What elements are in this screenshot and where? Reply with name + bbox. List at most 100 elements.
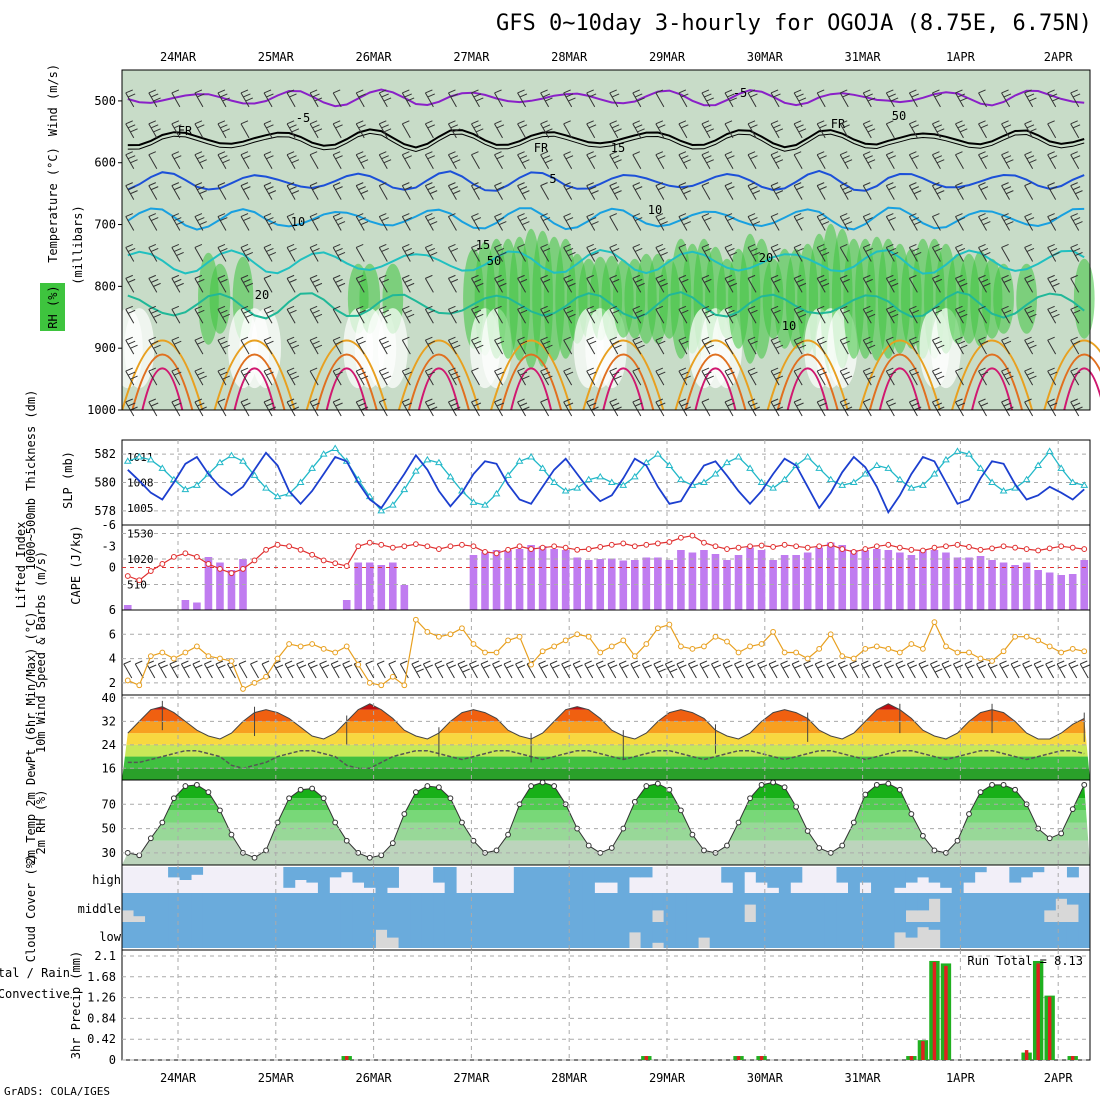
thickness-point (803, 453, 812, 460)
wind-barb-flag (937, 375, 945, 380)
wind-barb-flag (1001, 367, 1009, 372)
wind-barb (148, 370, 158, 386)
wind-barb-flag (494, 336, 502, 341)
cloud-bar (848, 867, 860, 893)
wind-barb-flag (816, 120, 825, 125)
rh2m-point (954, 837, 961, 844)
wind-barb-flag (1072, 340, 1081, 345)
cloud-bar (951, 893, 964, 922)
wind-barb (586, 309, 596, 324)
wind-barb (885, 123, 895, 139)
wind-barb-flag (542, 93, 551, 98)
wind-barb-flag (770, 182, 779, 187)
wind-barb-flag (476, 128, 484, 133)
wind-barb (240, 370, 250, 386)
wind-barb-flag (844, 190, 853, 195)
wind-barb-flag (957, 278, 966, 283)
wind10-point (217, 655, 223, 662)
wind10-barb (342, 663, 352, 679)
rh2m-point (654, 780, 661, 787)
wind-barb (655, 154, 665, 169)
wind-barb-flag (148, 398, 157, 403)
wind10-barb-flag (898, 664, 906, 669)
date-label-bottom: 2APR (1044, 1071, 1074, 1085)
wind-barb-flag (496, 186, 505, 191)
wind10-point (608, 643, 615, 650)
wind-barb-flag (356, 305, 364, 310)
chart-title: GFS 0~10day 3-hourly for OGOJA (8.75E, 6… (496, 11, 1092, 36)
wind10-barb-flag (538, 660, 546, 665)
wind-barb (978, 401, 987, 417)
wind-barb-flag (840, 151, 848, 156)
wind-barb-flag (1072, 309, 1081, 314)
cloud-bar (479, 893, 492, 922)
wind-barb-flag (658, 217, 666, 222)
wind-barb-flag (611, 371, 620, 376)
wind-barb-flag (614, 344, 622, 349)
wind-barb-flag (775, 375, 784, 380)
wind-barb-flag (683, 159, 691, 164)
wind10-barb-flag (492, 660, 500, 665)
wind-barb-flag (473, 309, 482, 314)
wind-barb (1047, 247, 1057, 262)
wind-barb-flag (911, 247, 919, 252)
rh2m-point (343, 837, 350, 844)
wind10-barb (157, 663, 167, 679)
wind-barb-flag (289, 155, 297, 160)
lifted-point (332, 560, 339, 567)
cape-bar (527, 545, 535, 610)
wind-barb (655, 185, 665, 200)
cloud-bar (582, 867, 595, 893)
wind-barb-flag (819, 247, 827, 252)
wind-barb (955, 216, 964, 231)
wind-barb-flag (540, 120, 548, 125)
wind10-point (896, 649, 903, 656)
wind-barb-flag (148, 213, 157, 218)
wind10-barb-flag (895, 660, 904, 665)
wind-barb (908, 339, 918, 355)
wind-barb-flag (747, 151, 756, 156)
lifted-series-line (127, 534, 1085, 581)
wind-barb-flag (314, 344, 323, 349)
cloud-bar (502, 893, 515, 922)
cloud-bar (790, 922, 803, 948)
wind-barb-flag (563, 151, 571, 156)
wind-barb-flag (1047, 243, 1055, 248)
wind-barb-flag (1047, 151, 1055, 156)
wind-barb (816, 370, 826, 386)
wind10-barb (169, 663, 179, 679)
wind-barb-flag (701, 213, 710, 218)
wind-barb-flag (886, 305, 894, 310)
wind-barb-flag (724, 120, 733, 125)
wind-barb-flag (886, 336, 894, 341)
wind10-barb (826, 663, 836, 679)
wind-barb-flag (314, 282, 323, 287)
wind-barb (1047, 278, 1057, 293)
wind-barb-flag (450, 186, 459, 191)
wind-barb-flag (243, 371, 251, 376)
wind-barb-flag (125, 274, 133, 279)
lifted-point (1081, 546, 1088, 552)
wind10-barb-flag (630, 660, 639, 665)
cloud-bar (951, 922, 964, 948)
wind-barb (148, 92, 158, 108)
wind-barb-flag (773, 93, 781, 98)
wind-barb-flag (863, 336, 871, 341)
cloud-bar (675, 893, 688, 922)
wind-barb-flag (356, 367, 364, 372)
cape-bar (596, 559, 605, 610)
wind-barb-flag (819, 124, 827, 129)
wind-barb (286, 185, 296, 200)
wind10-barb-flag (1059, 664, 1067, 669)
wind-barb-flag (886, 367, 894, 372)
wind-barb-flag (496, 402, 505, 407)
wind10-barb-flag (679, 664, 687, 669)
wind-barb (217, 339, 227, 355)
wind-barb-flag (681, 402, 689, 407)
lifted-point (804, 544, 811, 551)
wind10-barb-flag (1080, 660, 1088, 665)
wind-barb (885, 247, 895, 262)
wind-barb (978, 247, 987, 262)
wind-barb-flag (934, 124, 943, 129)
precip-conv-bar (921, 1041, 925, 1060)
